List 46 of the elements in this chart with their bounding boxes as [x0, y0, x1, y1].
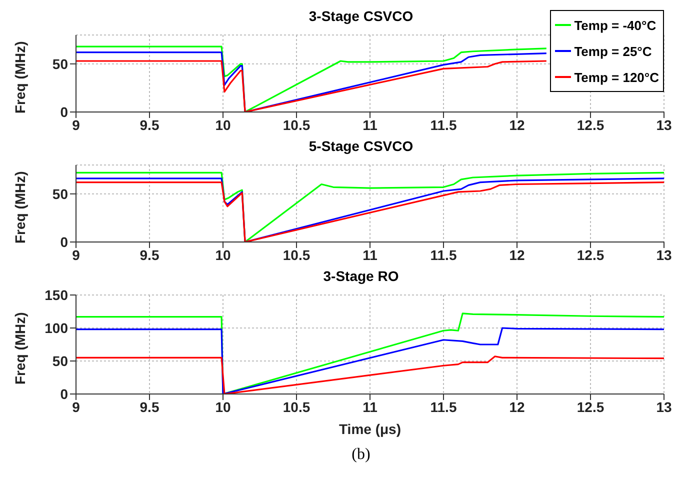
- x-tick-label: 10: [215, 116, 231, 133]
- y-axis-title: Freq (MHz): [12, 41, 28, 114]
- y-axis-title: Freq (MHz): [12, 312, 28, 384]
- legend-label: Temp = 120°C: [574, 70, 659, 84]
- x-tick-label: 9: [72, 116, 80, 133]
- y-tick-label: 100: [44, 320, 68, 336]
- x-tick-label: 9: [72, 246, 80, 263]
- x-axis-title: Time (μs): [339, 421, 401, 437]
- x-tick-label: 11: [362, 398, 378, 415]
- x-tick-label: 12.5: [576, 398, 604, 415]
- legend-label: Temp = 25°C: [574, 44, 652, 58]
- y-tick-label: 0: [60, 104, 68, 120]
- x-tick-label: 12.5: [576, 246, 604, 263]
- x-tick-label: 10.5: [282, 246, 310, 263]
- y-tick-label: 0: [60, 234, 68, 250]
- y-tick-label: 50: [52, 186, 68, 202]
- x-tick-label: 12: [509, 116, 525, 133]
- x-tick-label: 13: [656, 398, 672, 415]
- y-tick-label: 50: [52, 352, 68, 369]
- y-tick-label: 150: [44, 286, 68, 303]
- y-axis-title: Freq (MHz): [12, 171, 28, 244]
- x-tick-label: 9: [72, 398, 80, 415]
- text: (b): [350, 446, 372, 464]
- x-tick-label: 12: [509, 246, 525, 263]
- chart-title: 3-Stage CSVCO: [308, 8, 414, 24]
- x-tick-label: 10.5: [282, 116, 310, 133]
- x-tick-label: 13: [656, 116, 672, 133]
- x-tick-label: 11.5: [430, 246, 457, 263]
- chart-title: 3-Stage RO: [322, 268, 400, 286]
- x-tick-label: 9.5: [140, 246, 160, 263]
- y-tick-label: 50: [52, 56, 68, 72]
- x-tick-label: 12.5: [576, 116, 604, 133]
- chart-title: 5-Stage CSVCO: [308, 138, 414, 156]
- x-tick-label: 9.5: [140, 398, 160, 415]
- x-tick-label: 11.5: [430, 398, 457, 415]
- x-tick-label: 12: [509, 398, 525, 415]
- x-tick-label: 10.5: [282, 398, 310, 415]
- x-tick-label: 11: [362, 116, 378, 133]
- x-tick-label: 13: [656, 246, 672, 263]
- x-tick-label: 11: [362, 246, 378, 263]
- x-tick-label: 9.5: [140, 116, 160, 133]
- x-tick-label: 11.5: [430, 116, 457, 133]
- x-tick-label: 10: [215, 398, 231, 415]
- x-tick-label: 10: [215, 246, 231, 263]
- y-tick-label: 0: [60, 386, 68, 402]
- legend-label: Temp = -40°C: [574, 18, 656, 32]
